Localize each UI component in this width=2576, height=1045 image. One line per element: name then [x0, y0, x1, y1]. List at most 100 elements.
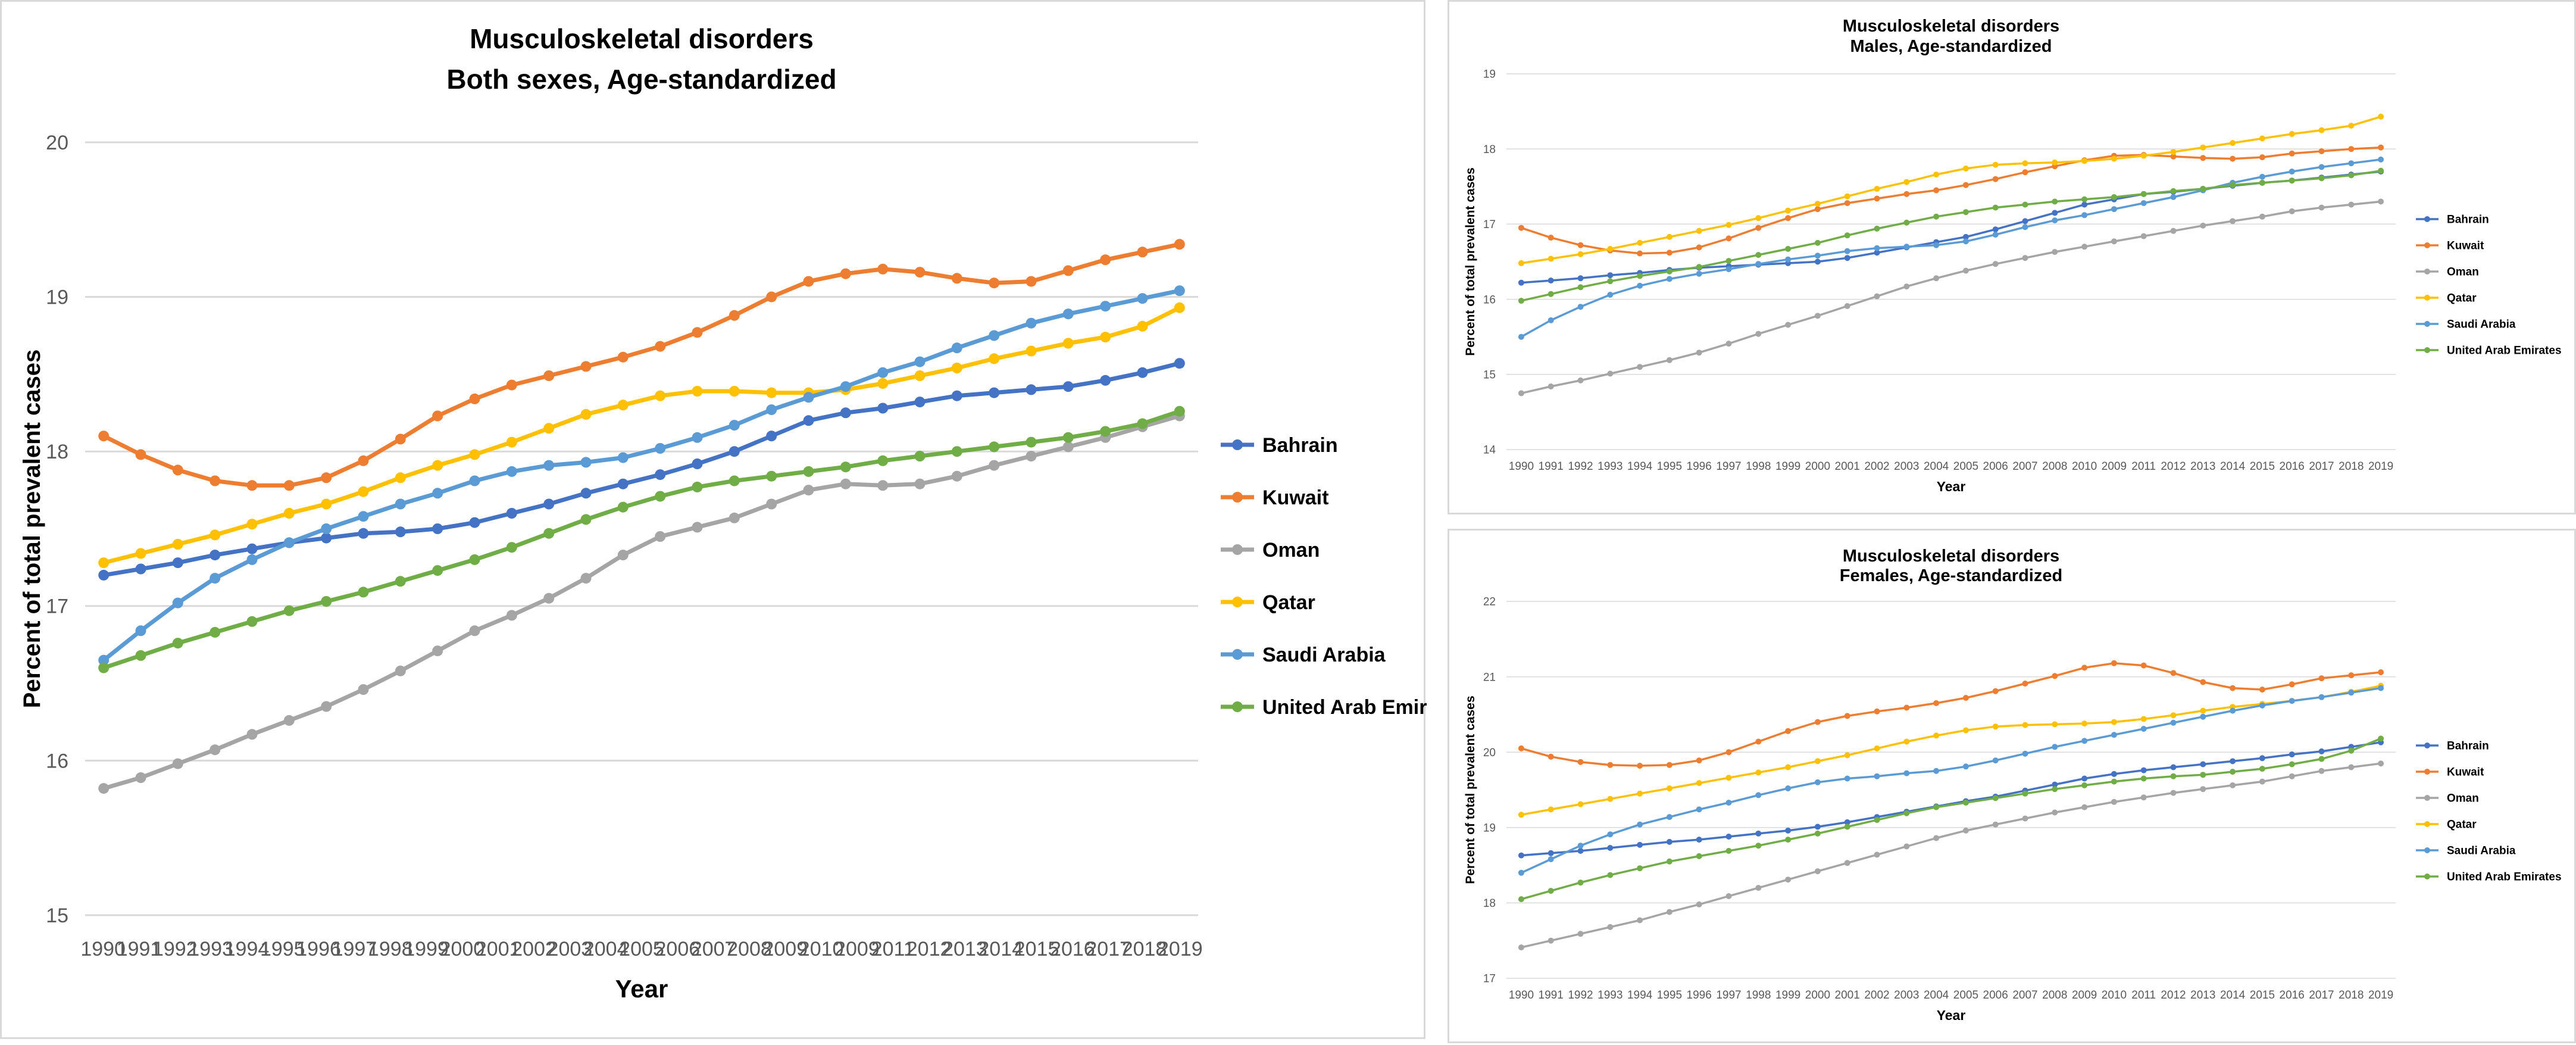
x-tick-label: 2016 — [2280, 460, 2305, 473]
data-point-saudi-arabia — [1637, 821, 1643, 828]
data-point-qatar — [1785, 764, 1792, 771]
data-point-bahrain — [543, 498, 555, 510]
data-point-kuwait — [210, 475, 221, 486]
y-tick-label: 20 — [1483, 747, 1496, 759]
data-point-oman — [1026, 451, 1037, 461]
x-tick-label: 1990 — [1509, 989, 1534, 1002]
legend-label-saudi-arabia: Saudi Arabia — [1262, 644, 1386, 666]
data-point-united-arab-emirates — [1666, 858, 1672, 865]
x-tick-label: 1998 — [368, 938, 413, 960]
legend-label-bahrain: Bahrain — [2447, 740, 2489, 753]
x-tick-label: 1991 — [117, 938, 162, 960]
data-point-oman — [989, 460, 1000, 471]
x-tick-label: 2015 — [2250, 460, 2275, 473]
data-point-oman — [729, 512, 740, 523]
data-point-oman — [2230, 782, 2236, 788]
data-point-saudi-arabia — [172, 597, 183, 609]
data-point-saudi-arabia — [1903, 770, 1910, 776]
data-point-united-arab-emirates — [655, 491, 666, 502]
data-point-kuwait — [692, 327, 703, 338]
data-point-oman — [914, 478, 926, 489]
x-tick-label: 2007 — [2012, 460, 2037, 473]
data-point-united-arab-emirates — [1725, 848, 1732, 854]
data-point-qatar — [1100, 332, 1111, 343]
data-point-kuwait — [1548, 235, 1554, 241]
data-point-bahrain — [2081, 775, 2088, 782]
data-point-bahrain — [1518, 279, 1524, 286]
data-point-united-arab-emirates — [2378, 167, 2384, 174]
data-point-saudi-arabia — [1518, 333, 1524, 340]
data-point-united-arab-emirates — [1933, 804, 1940, 810]
data-point-oman — [210, 744, 221, 756]
data-point-kuwait — [840, 268, 851, 279]
data-point-bahrain — [469, 517, 480, 528]
data-point-saudi-arabia — [1785, 256, 1792, 263]
data-point-united-arab-emirates — [2140, 191, 2147, 197]
data-point-oman — [2111, 238, 2117, 245]
data-point-oman — [1933, 835, 1940, 841]
data-point-oman — [321, 701, 332, 712]
data-point-qatar — [506, 436, 517, 448]
data-point-qatar — [2022, 160, 2028, 167]
x-tick-label: 2017 — [1086, 938, 1131, 960]
data-point-united-arab-emirates — [2318, 175, 2325, 182]
data-point-saudi-arabia — [135, 625, 146, 637]
data-point-oman — [1666, 909, 1672, 915]
data-point-qatar — [2200, 144, 2206, 151]
data-point-united-arab-emirates — [1962, 209, 1969, 216]
data-point-qatar — [2081, 158, 2088, 164]
data-point-kuwait — [1903, 191, 1910, 197]
data-point-qatar — [2230, 140, 2236, 146]
data-point-kuwait — [580, 361, 592, 372]
data-point-oman — [543, 592, 555, 604]
data-point-bahrain — [135, 563, 146, 575]
data-point-united-arab-emirates — [98, 662, 110, 673]
data-point-kuwait — [1755, 738, 1762, 745]
data-point-oman — [2289, 208, 2295, 214]
data-point-united-arab-emirates — [2378, 735, 2384, 742]
data-point-kuwait — [432, 410, 443, 422]
data-point-oman — [1577, 931, 1584, 937]
data-point-qatar — [729, 386, 740, 397]
data-point-united-arab-emirates — [951, 446, 962, 457]
data-point-united-arab-emirates — [1518, 896, 1524, 903]
data-point-united-arab-emirates — [2289, 761, 2295, 768]
data-point-kuwait — [395, 433, 406, 445]
data-point-united-arab-emirates — [1062, 432, 1074, 443]
data-point-saudi-arabia — [2111, 732, 2117, 738]
data-point-oman — [1518, 944, 1524, 951]
data-point-qatar — [766, 387, 777, 398]
data-point-united-arab-emirates — [2259, 766, 2265, 772]
legend-label-kuwait: Kuwait — [2447, 240, 2484, 252]
legend-swatch-marker-kuwait — [2424, 769, 2430, 775]
data-point-qatar — [1548, 255, 1554, 262]
data-point-bahrain — [1026, 384, 1037, 395]
data-point-saudi-arabia — [692, 432, 703, 443]
data-point-qatar — [2200, 707, 2206, 714]
data-point-oman — [2259, 778, 2265, 785]
data-point-bahrain — [840, 407, 851, 419]
data-point-kuwait — [729, 310, 740, 321]
data-point-saudi-arabia — [1874, 245, 1880, 251]
data-point-kuwait — [1785, 215, 1792, 222]
x-tick-label: 2006 — [655, 938, 701, 960]
chart-title-line-2: Females, Age-standardized — [1840, 566, 2062, 585]
data-point-oman — [2052, 809, 2058, 816]
data-point-kuwait — [246, 480, 258, 491]
data-point-kuwait — [1992, 688, 1999, 694]
data-point-saudi-arabia — [506, 466, 517, 477]
data-point-oman — [2348, 764, 2355, 771]
data-point-bahrain — [1577, 848, 1584, 854]
series-line-united-arab-emirates — [1520, 170, 2382, 302]
data-point-saudi-arabia — [2289, 698, 2295, 704]
x-tick-label: 1997 — [1716, 460, 1741, 473]
data-point-kuwait — [877, 263, 889, 274]
data-point-saudi-arabia — [877, 367, 889, 378]
data-point-oman — [1903, 843, 1910, 850]
x-tick-label: 2010 — [799, 938, 844, 960]
data-point-bahrain — [2052, 210, 2058, 216]
x-tick-label: 2009 — [2072, 989, 2097, 1002]
data-point-qatar — [135, 548, 146, 559]
data-point-kuwait — [2289, 150, 2295, 157]
data-point-oman — [803, 485, 814, 496]
